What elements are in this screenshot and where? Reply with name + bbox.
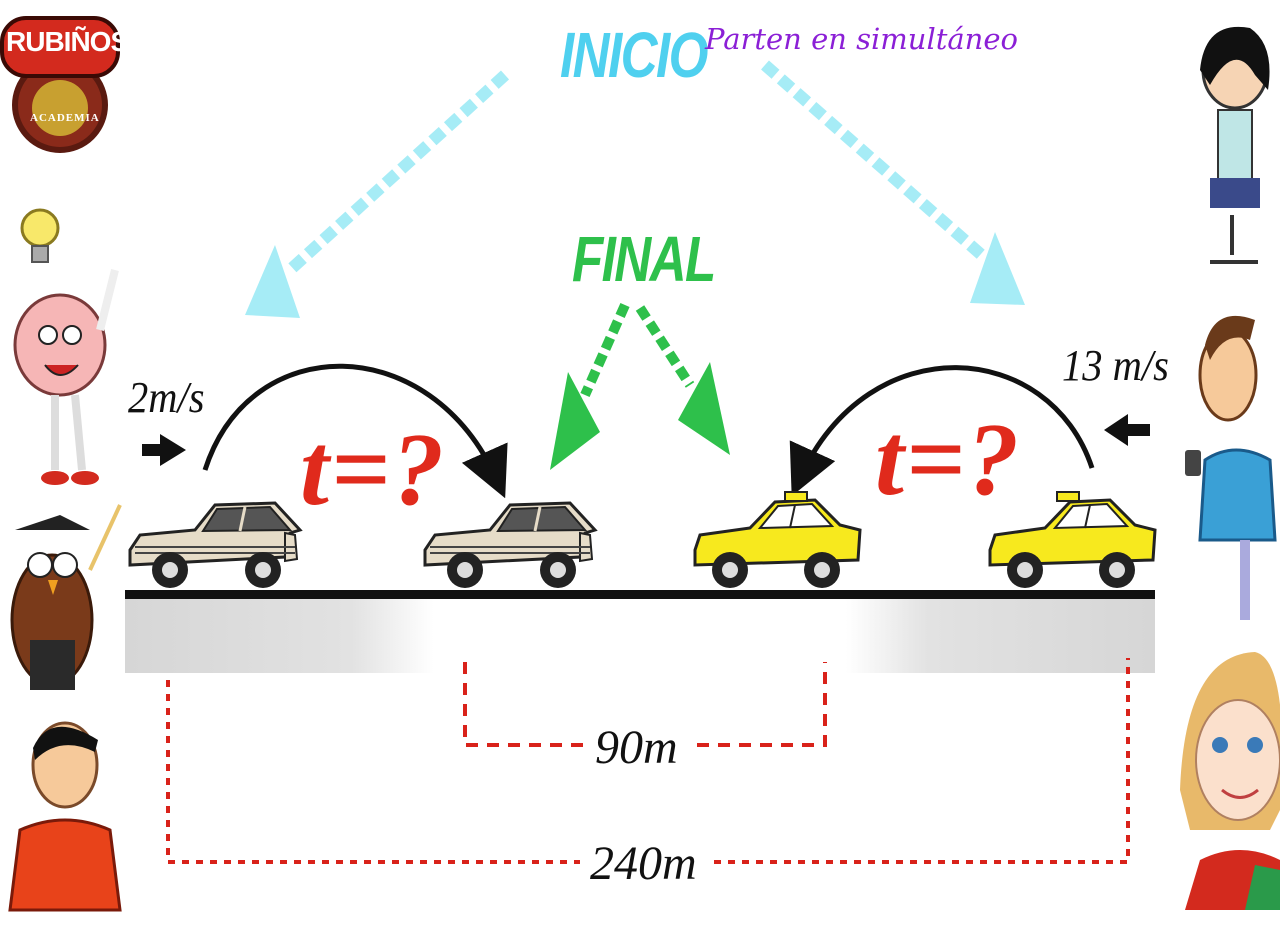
left-direction-arrow-icon: [1104, 414, 1150, 446]
start-arrows: [245, 60, 1025, 318]
sedan-car-end: [423, 501, 598, 588]
left-motion-arrow: [202, 363, 508, 499]
taxi-car-end: [693, 491, 862, 588]
time-right-label: t=?: [875, 402, 1022, 517]
distance-inner-label: 90m: [585, 720, 688, 775]
logo-badge: [0, 16, 120, 153]
start-note: Parten en simultáneo: [705, 22, 1018, 56]
end-label: FINAL: [572, 223, 716, 295]
boy-thinking-icon: [8, 721, 122, 912]
road-line: [125, 590, 1155, 599]
right-direction-arrow-icon: [142, 434, 186, 466]
end-arrows: [550, 302, 730, 470]
logo-title: RUBIÑOS: [6, 26, 129, 57]
brain-character-icon: [13, 269, 119, 485]
logo-subtitle: ACADEMIA: [30, 112, 100, 124]
man-talking-icon: [1185, 315, 1277, 620]
right-motion-arrow: [789, 365, 1095, 497]
lightbulb-icon: [20, 208, 60, 263]
teacher-woman-icon: [1200, 26, 1270, 264]
girl-smiling-icon: [1180, 652, 1280, 910]
road: [125, 598, 1155, 673]
time-left-label: t=?: [300, 412, 447, 527]
start-label: INICIO: [560, 19, 708, 91]
taxi-car-start: [988, 491, 1157, 588]
speed-right-label: 13 m/s: [1062, 341, 1169, 390]
speed-left-label: 2m/s: [128, 373, 205, 422]
sedan-car-start: [128, 501, 303, 588]
distance-total-label: 240m: [580, 836, 707, 891]
owl-graduate-icon: [10, 504, 122, 690]
